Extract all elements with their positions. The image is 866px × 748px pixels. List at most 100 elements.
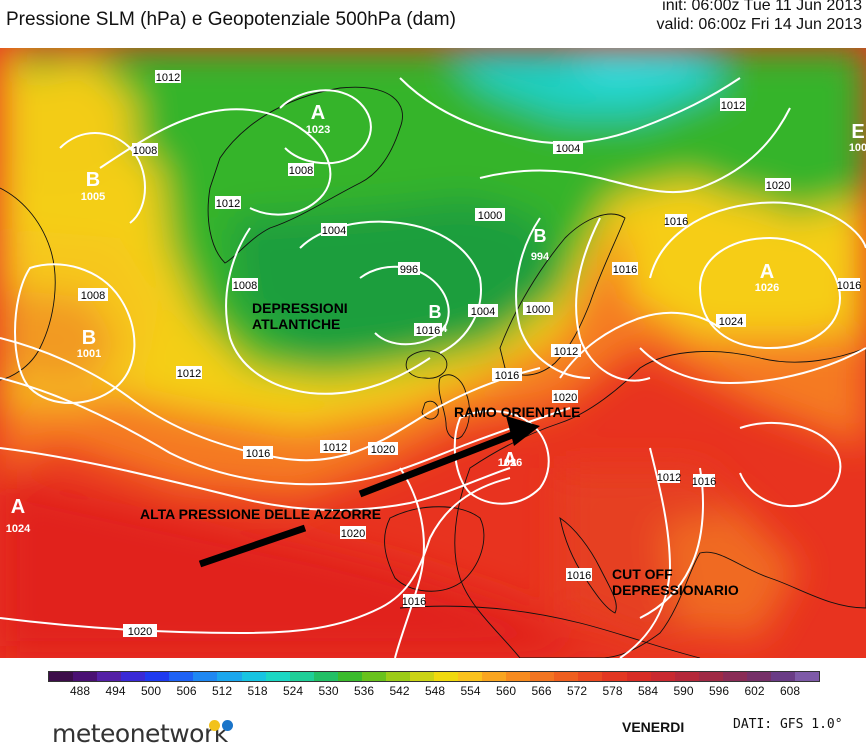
- annotation-azores-high: ALTA PRESSIONE DELLE AZZORRE: [140, 506, 382, 522]
- brand-dots-icon: [209, 720, 237, 732]
- svg-text:1012: 1012: [721, 100, 745, 112]
- svg-text:1004: 1004: [556, 143, 580, 155]
- svg-text:1001: 1001: [77, 348, 101, 360]
- svg-text:B: B: [429, 302, 442, 322]
- high-center: A 1023: [306, 102, 330, 136]
- colorbar-swatch: [73, 672, 98, 681]
- high-center: A 1026: [498, 449, 522, 471]
- isobar-label: 1020: [552, 390, 578, 404]
- colorbar-tick-label: 530: [318, 684, 339, 698]
- isobar-label: 1020: [340, 526, 366, 540]
- isobar-label: 1016: [492, 368, 522, 382]
- svg-text:B: B: [534, 226, 547, 246]
- svg-text:1020: 1020: [371, 444, 395, 456]
- isobar-label: 1004: [468, 304, 498, 318]
- colorbar-swatch: [145, 672, 170, 681]
- svg-text:100: 100: [849, 142, 866, 154]
- isobar-label: 1008: [288, 163, 314, 177]
- svg-text:1020: 1020: [341, 528, 365, 540]
- colorbar-swatch: [482, 672, 507, 681]
- colorbar-tick-label: 554: [460, 684, 481, 698]
- colorbar-swatch: [265, 672, 290, 681]
- svg-text:1000: 1000: [478, 210, 502, 222]
- isobar-label: 1008: [232, 278, 258, 292]
- svg-text:1008: 1008: [133, 145, 157, 157]
- colorbar-tick-label: 608: [779, 684, 801, 698]
- colorbar-swatch: [409, 672, 434, 681]
- isobar-label: 1008: [78, 288, 108, 302]
- colorbar-swatch: [121, 672, 146, 681]
- svg-text:B: B: [82, 327, 96, 349]
- svg-text:1004: 1004: [322, 225, 346, 237]
- isobar-label: 1016: [414, 323, 442, 337]
- colorbar-swatch: [337, 672, 362, 681]
- svg-text:1012: 1012: [156, 72, 180, 84]
- colorbar-tick-label: 602: [744, 684, 765, 698]
- svg-text:1024: 1024: [6, 523, 31, 535]
- svg-text:1012: 1012: [323, 442, 347, 454]
- svg-text:1008: 1008: [81, 290, 105, 302]
- colorbar-swatch: [626, 672, 651, 681]
- isobar-label: 1020: [123, 624, 157, 638]
- colorbar-tick-label: 578: [602, 684, 623, 698]
- weather-map: A 1023 B 1005 B 1001 A 1026 A 1024 A 102…: [0, 48, 866, 658]
- isobar-label: 1000: [475, 208, 505, 222]
- svg-text:1016: 1016: [664, 216, 688, 228]
- isobar-label: 1012: [320, 440, 350, 454]
- svg-text:1012: 1012: [216, 198, 240, 210]
- svg-text:994: 994: [531, 251, 550, 263]
- svg-text:1016: 1016: [416, 325, 440, 337]
- valid-time: valid: 06:00z Fri 14 Jun 2013: [656, 16, 862, 33]
- colorbar-swatch: [385, 672, 410, 681]
- colorbar-swatch: [506, 672, 531, 681]
- colorbar-swatch: [97, 672, 122, 681]
- svg-text:1020: 1020: [553, 392, 577, 404]
- isobar-label: 1012: [720, 98, 746, 112]
- colorbar-swatch: [554, 672, 579, 681]
- colorbar-swatch: [674, 672, 699, 681]
- annotation-arrows: [198, 426, 527, 568]
- isobar-label: 1024: [716, 314, 746, 328]
- svg-text:1016: 1016: [837, 280, 861, 292]
- svg-text:A: A: [503, 449, 517, 471]
- isobar-label: 1012: [657, 470, 681, 484]
- svg-text:1016: 1016: [567, 570, 591, 582]
- colorbar-tick-label: 584: [637, 684, 659, 698]
- colorbar-swatch: [770, 672, 795, 681]
- chart-title: Pressione SLM (hPa) e Geopotenziale 500h…: [6, 9, 456, 30]
- isobar-label: 1016: [837, 278, 861, 292]
- colorbar-tick-label: 500: [140, 684, 162, 698]
- colorbar-swatch: [169, 672, 194, 681]
- isobar-label: 1000: [523, 302, 553, 316]
- geopotential-field: [0, 48, 866, 658]
- colorbar: [48, 671, 820, 682]
- colorbar-swatch: [289, 672, 314, 681]
- isobar-label: 1012: [215, 196, 241, 210]
- colorbar-swatch: [49, 672, 74, 681]
- isobar-label: 1016: [612, 262, 638, 276]
- isobar-label: 1008: [132, 143, 158, 157]
- isobar-label: 1004: [321, 223, 347, 237]
- colorbar-swatch: [313, 672, 338, 681]
- isobar-label: 1012: [551, 344, 581, 358]
- colorbar-tick-label: 572: [566, 684, 588, 698]
- isobar-label: 1016: [692, 474, 716, 488]
- colorbar-tick-label: 524: [282, 684, 304, 698]
- colorbar-tick-label: 548: [424, 684, 446, 698]
- colorbar-swatch: [746, 672, 771, 681]
- day-label: VENERDI: [622, 719, 685, 735]
- svg-text:1016: 1016: [495, 370, 519, 382]
- annotation-eastern-branch: RAMO ORIENTALE: [454, 404, 581, 420]
- svg-text:1008: 1008: [289, 165, 313, 177]
- isobar-label: 1020: [765, 178, 791, 192]
- isobar-label: 1016: [566, 568, 592, 582]
- init-time: init: 06:00z Tue 11 Jun 2013: [662, 0, 862, 14]
- low-center: B 1001: [77, 327, 101, 360]
- svg-text:1005: 1005: [81, 191, 105, 203]
- svg-text:A: A: [11, 496, 25, 518]
- colorbar-tick-label: 506: [176, 684, 197, 698]
- colorbar-swatch: [193, 672, 218, 681]
- svg-text:A: A: [311, 102, 325, 124]
- colorbar-swatch: [794, 672, 819, 681]
- brand-logo: meteonetwork: [52, 719, 228, 748]
